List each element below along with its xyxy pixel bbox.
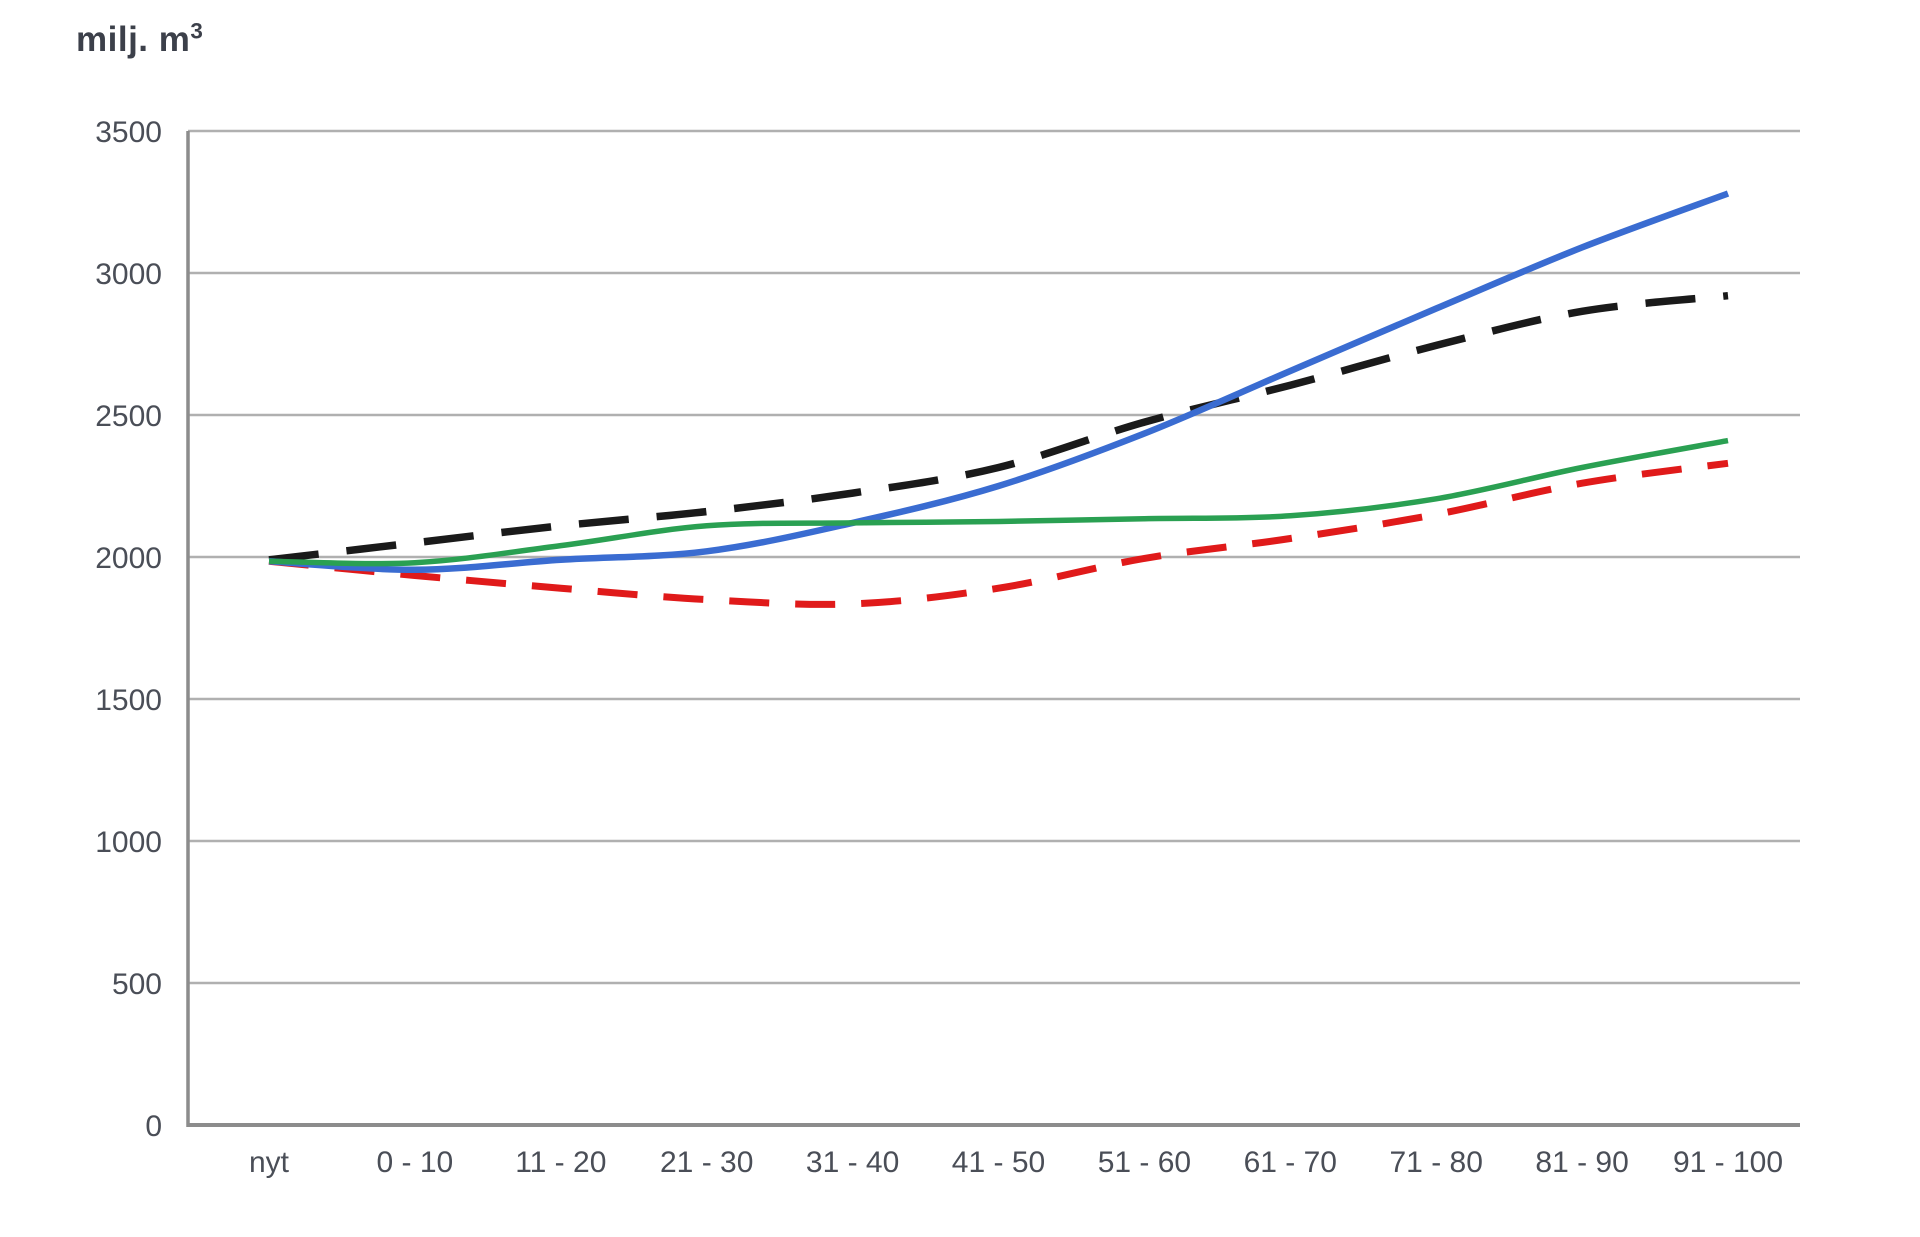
y-tick-label: 3500 [95, 116, 162, 149]
x-axis-label: 21 - 30 [660, 1146, 753, 1179]
x-axis-label: 11 - 20 [515, 1146, 606, 1179]
x-axis-label: 51 - 60 [1098, 1146, 1191, 1179]
y-tick-label: 0 [145, 1110, 162, 1143]
series-blue-solid [268, 190, 1730, 574]
series-red-dashed [268, 459, 1729, 608]
y-axis-title: milj. m3 [76, 20, 203, 60]
x-axis-label: 61 - 70 [1244, 1146, 1337, 1179]
y-axis-title-superscript: 3 [190, 18, 204, 44]
x-axis-label: 91 - 100 [1673, 1146, 1783, 1179]
y-tick-label: 2000 [95, 542, 162, 575]
y-tick-label: 3000 [95, 258, 162, 291]
x-axis-label: 41 - 50 [952, 1146, 1045, 1179]
y-axis-title-text: milj. m [76, 20, 191, 59]
x-axis-label: nyt [249, 1146, 290, 1179]
x-axis-label: 71 - 80 [1389, 1146, 1482, 1179]
x-axis-label: 81 - 90 [1535, 1146, 1628, 1179]
y-tick-label: 1000 [95, 826, 162, 859]
y-tick-label: 2500 [95, 400, 162, 433]
x-axis-label: 0 - 10 [377, 1146, 454, 1179]
x-axis-label: 31 - 40 [806, 1146, 899, 1179]
series-green-solid [268, 437, 1729, 567]
series-black-dashed [268, 291, 1729, 564]
y-tick-label: 500 [112, 968, 162, 1001]
y-tick-label: 1500 [95, 684, 162, 717]
